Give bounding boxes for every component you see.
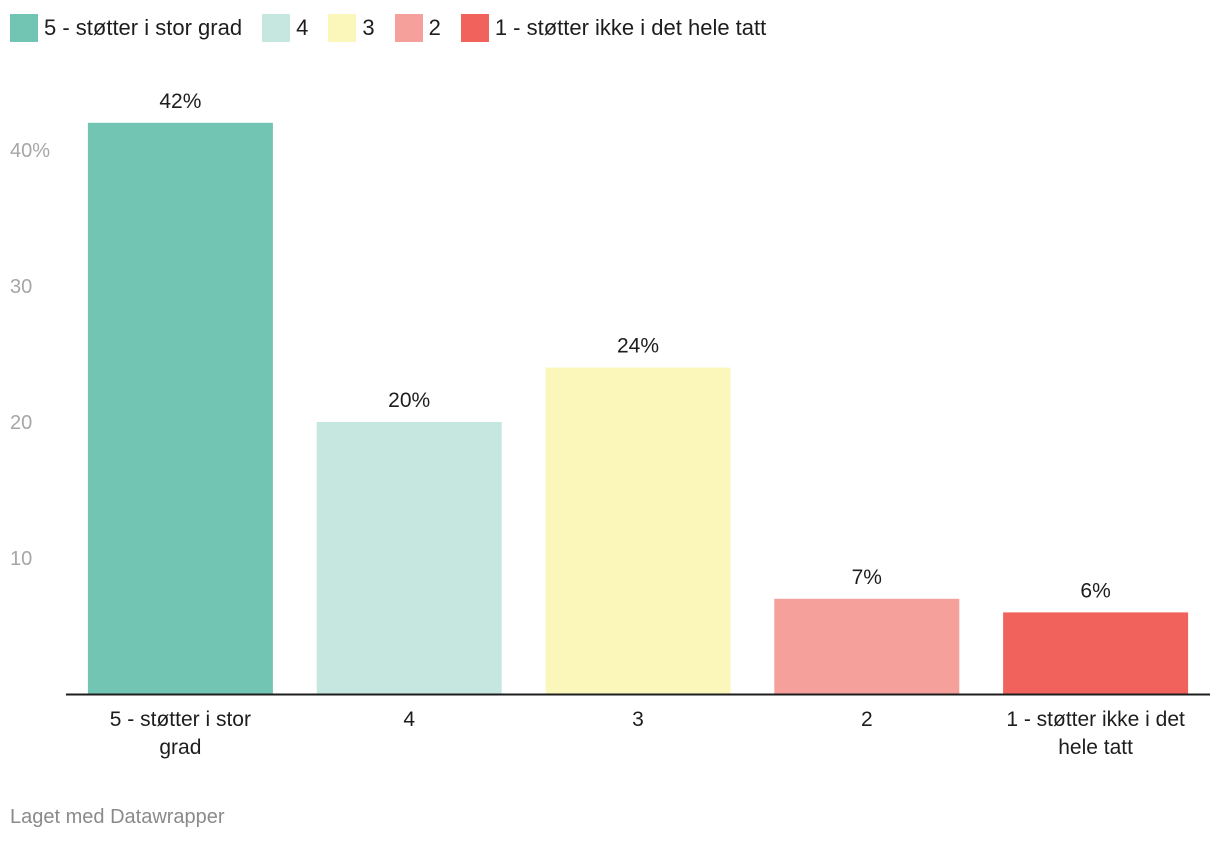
data-label: 6%: [1080, 579, 1110, 602]
legend: 5 - støtter i stor grad 4 3 2 1 - støtte…: [10, 12, 786, 44]
x-tick-label: 3: [632, 708, 644, 731]
legend-label: 1 - støtter ikke i det hele tatt: [494, 15, 767, 40]
bar: [1003, 612, 1189, 694]
x-tick-label: 4: [403, 708, 415, 731]
legend-item: 4: [262, 14, 308, 42]
legend-label: 3: [362, 15, 375, 40]
legend-label: 5 - støtter i stor grad: [44, 15, 243, 40]
y-tick-label: 40%: [10, 140, 50, 162]
bar: [87, 122, 273, 695]
x-tick-label: 1 - støtter ikke i det: [1006, 708, 1185, 731]
y-tick-label: 10: [10, 548, 32, 570]
data-label: 24%: [617, 335, 659, 358]
data-label: 7%: [852, 566, 882, 589]
legend-swatch: [10, 14, 38, 42]
y-tick-label: 20: [10, 412, 32, 434]
x-tick-label: grad: [159, 736, 201, 759]
legend-swatch: [262, 14, 291, 42]
legend-item: 1 - støtter ikke i det hele tatt: [460, 14, 767, 42]
legend-item: 2: [394, 14, 441, 42]
legend-label: 2: [428, 15, 441, 40]
bar: [316, 422, 502, 694]
y-tick-label: 30: [10, 276, 32, 298]
data-label: 20%: [388, 389, 430, 412]
bar: [545, 367, 731, 694]
x-tick-label: 2: [861, 708, 873, 731]
x-tick-label: 5 - støtter i stor: [110, 708, 251, 731]
legend-swatch: [328, 14, 357, 42]
legend-swatch: [460, 14, 489, 42]
legend-item: 5 - støtter i stor grad: [10, 14, 242, 42]
legend-swatch: [394, 14, 423, 42]
x-tick-label: hele tatt: [1058, 736, 1133, 759]
footer-credit: Laget med Datawrapper: [10, 806, 225, 828]
legend-label: 4: [296, 15, 309, 40]
bar: [774, 598, 960, 694]
data-label: 42%: [159, 90, 201, 113]
legend-item: 3: [328, 14, 375, 42]
